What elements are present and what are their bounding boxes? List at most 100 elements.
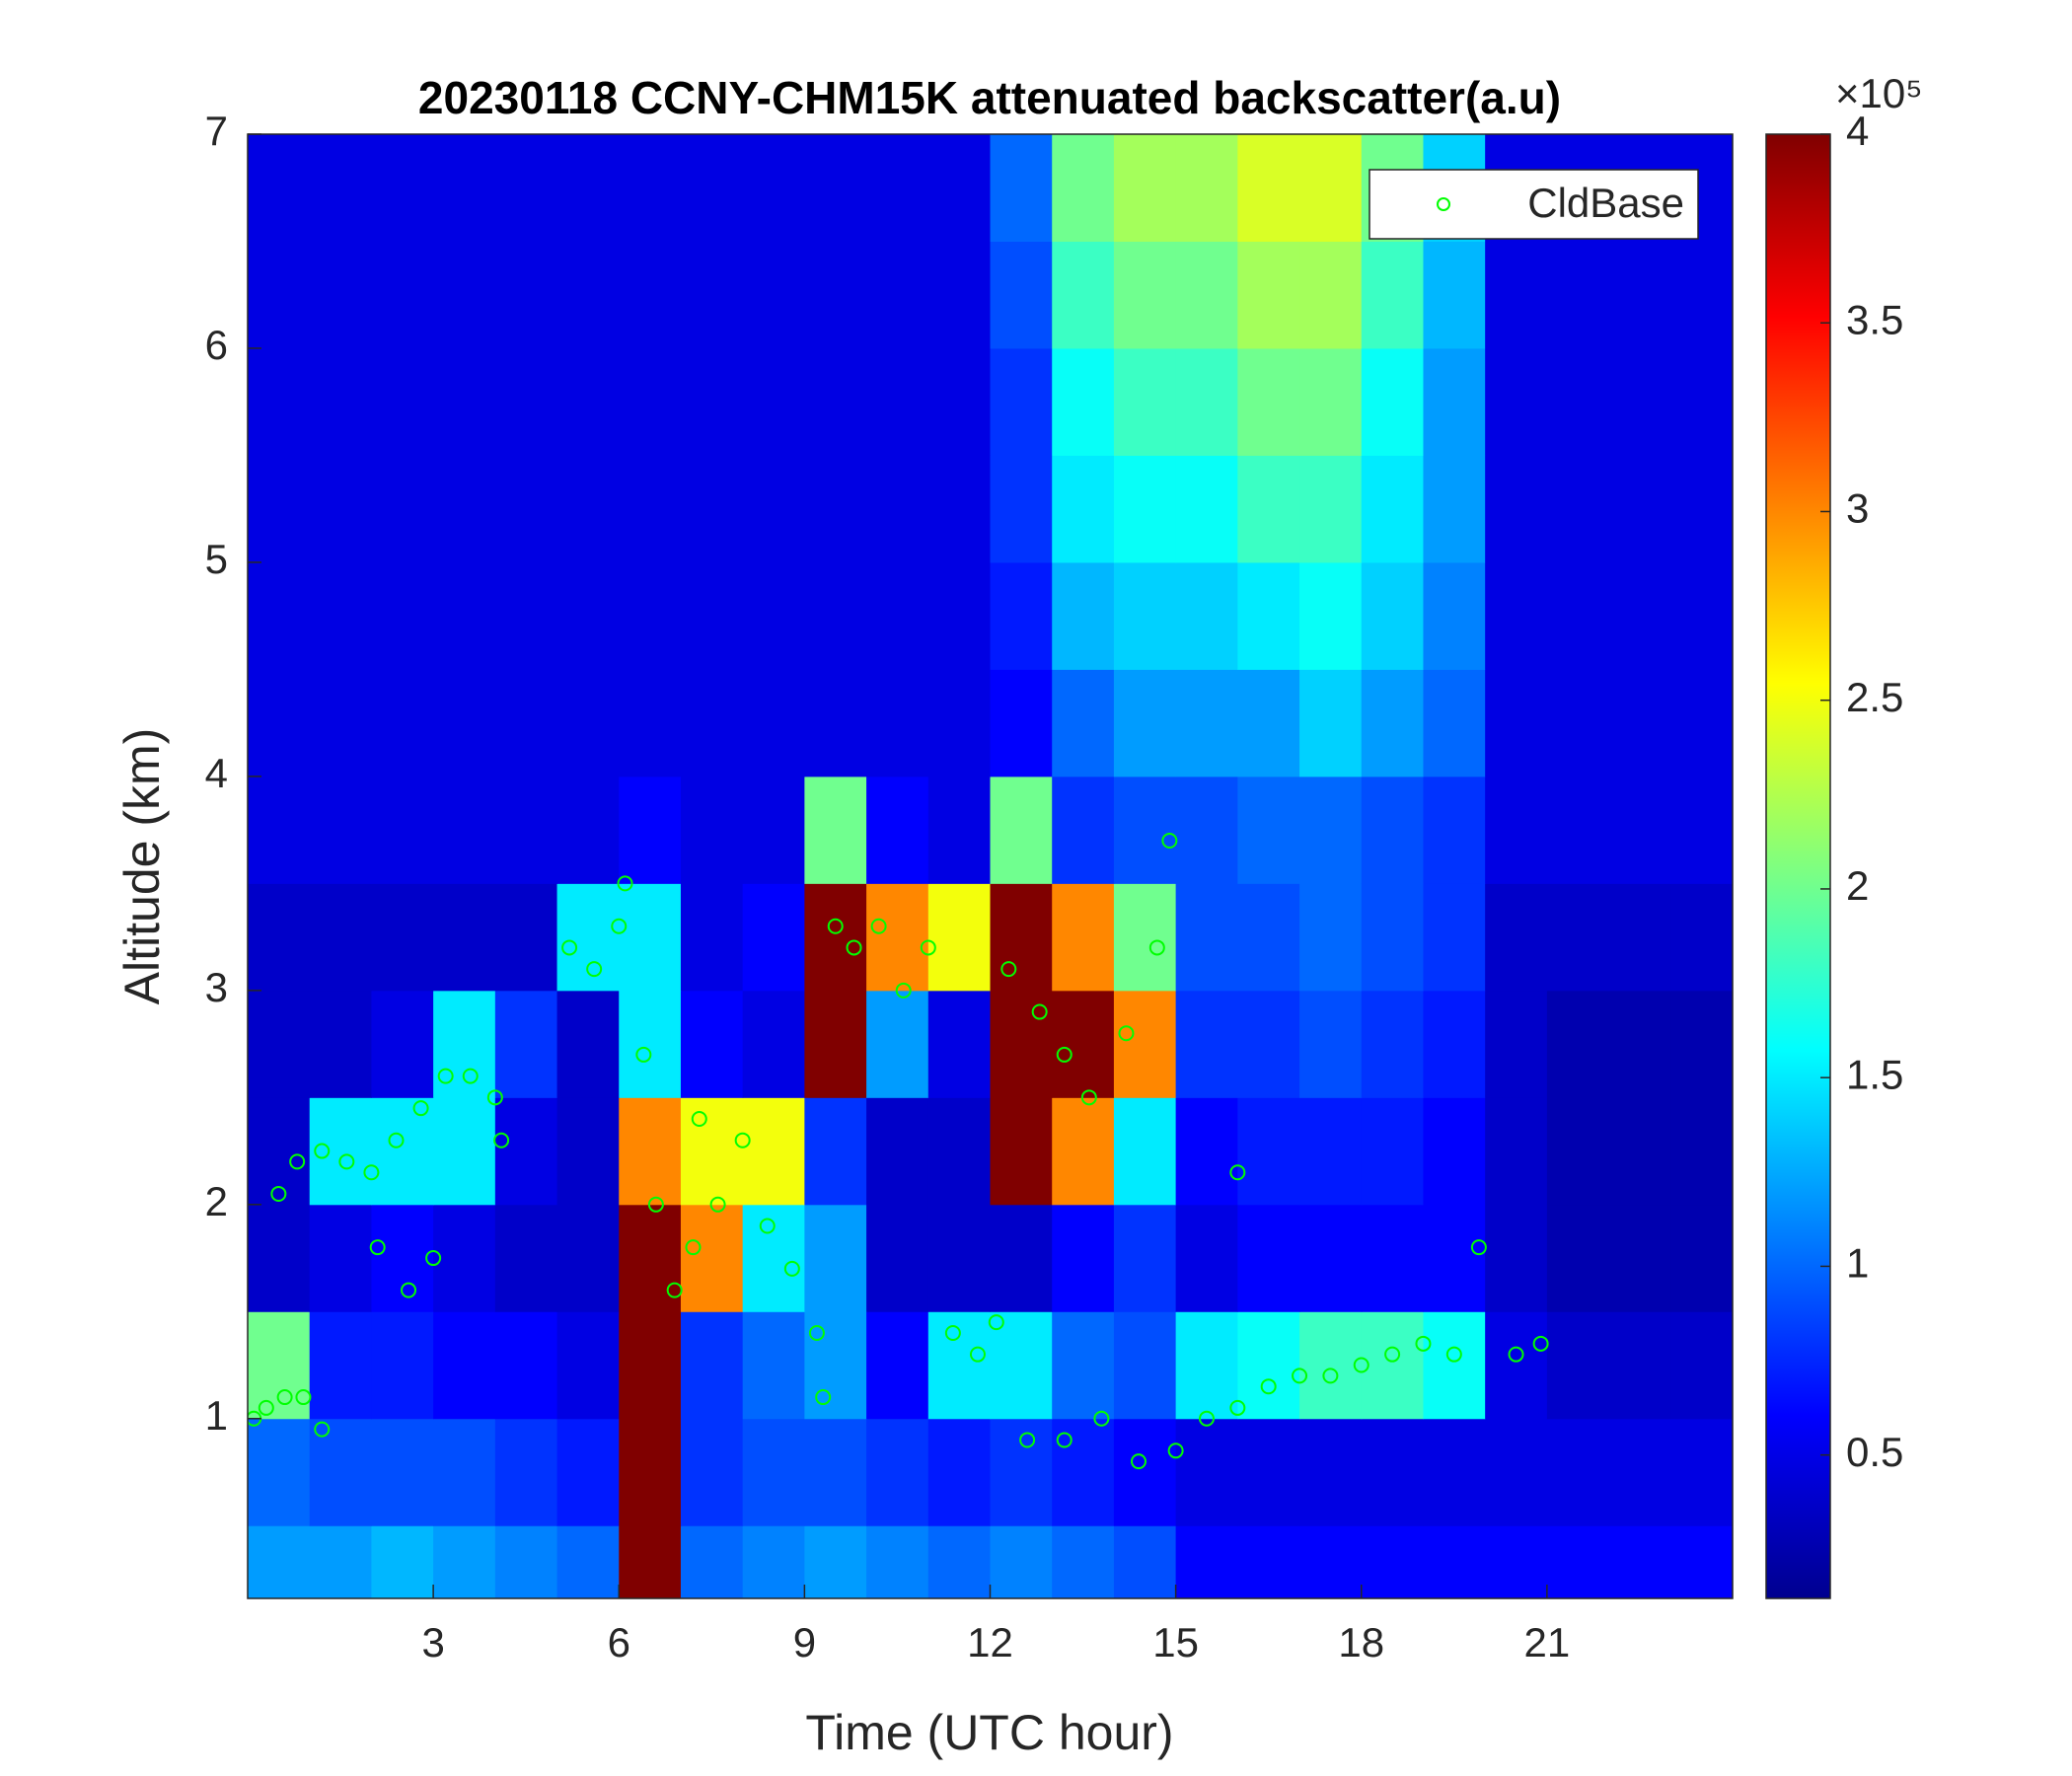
cloud-base-point xyxy=(895,982,912,999)
heat-cell xyxy=(1237,134,1300,242)
cloud-base-point xyxy=(295,1389,312,1406)
cloud-base-point xyxy=(944,1324,961,1341)
heat-cell xyxy=(927,990,991,1098)
heat-cell xyxy=(804,561,867,670)
heat-cell xyxy=(866,241,929,349)
cloud-base-point xyxy=(412,1100,429,1117)
heat-cell xyxy=(1361,1204,1424,1312)
heat-cell xyxy=(1546,1525,1610,1598)
heat-cell xyxy=(1423,347,1486,456)
heat-cell xyxy=(742,347,805,456)
heat-cell xyxy=(433,1418,496,1526)
heat-cell xyxy=(1608,1311,1671,1420)
x-axis-label: Time (UTC hour) xyxy=(805,1705,1173,1760)
heat-cell xyxy=(927,1097,991,1206)
heat-cell xyxy=(804,669,867,777)
heat-cell xyxy=(1608,883,1671,992)
heat-cell xyxy=(248,669,311,777)
cloud-base-point xyxy=(1080,1089,1097,1106)
heat-cell xyxy=(433,455,496,563)
heat-cell xyxy=(433,776,496,884)
heat-cell xyxy=(1299,1525,1363,1598)
heat-cell xyxy=(1423,1525,1486,1598)
x-tick-label: 12 xyxy=(967,1619,1013,1665)
heat-cell xyxy=(1423,1418,1486,1526)
heat-cell xyxy=(619,1525,682,1598)
heat-cell xyxy=(1113,1204,1177,1312)
heat-cell xyxy=(990,347,1053,456)
heat-cell xyxy=(1299,990,1363,1098)
cloud-base-point xyxy=(1322,1368,1339,1384)
heat-cell xyxy=(1608,990,1671,1098)
heat-cell xyxy=(1361,561,1424,670)
heat-cell xyxy=(494,134,558,242)
colorbar-tick-label: 1 xyxy=(1846,1240,1869,1287)
heat-cell xyxy=(742,669,805,777)
cloud-base-point xyxy=(586,961,603,978)
heat-cell xyxy=(1052,561,1115,670)
heat-cell xyxy=(309,1525,372,1598)
cloud-base-point xyxy=(1384,1346,1401,1363)
heat-cell xyxy=(1113,561,1177,670)
heat-cell xyxy=(927,561,991,670)
heat-cell xyxy=(1113,1097,1177,1206)
heat-cell xyxy=(1546,1204,1610,1312)
heat-cell xyxy=(742,776,805,884)
heat-cell xyxy=(990,990,1053,1098)
heat-cell xyxy=(1485,1418,1548,1526)
cloud-base-point xyxy=(815,1389,832,1406)
heat-cell xyxy=(1175,1418,1238,1526)
heat-cell xyxy=(1237,347,1300,456)
heat-cell xyxy=(1237,883,1300,992)
heat-cell xyxy=(309,1311,372,1420)
heat-cell xyxy=(371,669,434,777)
heat-cell xyxy=(1113,883,1177,992)
x-tick-label: 6 xyxy=(608,1619,630,1665)
heat-cell xyxy=(556,134,620,242)
cloud-base-point xyxy=(759,1218,776,1234)
heat-cell xyxy=(1361,883,1424,992)
heat-cell xyxy=(1299,561,1363,670)
heat-cell xyxy=(556,1311,620,1420)
heat-cell xyxy=(1608,1204,1671,1312)
heat-cell xyxy=(927,883,991,992)
heat-cell xyxy=(990,1525,1053,1598)
heat-cell xyxy=(1052,990,1115,1098)
heat-cell xyxy=(1546,776,1610,884)
heat-cell xyxy=(433,561,496,670)
heat-cell xyxy=(1423,561,1486,670)
heat-cell xyxy=(248,455,311,563)
heat-cell xyxy=(248,883,311,992)
heat-cell xyxy=(556,883,620,992)
heat-cell xyxy=(866,1097,929,1206)
heat-cell xyxy=(1608,347,1671,456)
heat-cell xyxy=(804,1204,867,1312)
legend-marker xyxy=(1437,197,1450,211)
x-tick-label: 21 xyxy=(1524,1619,1571,1665)
heat-cell xyxy=(1237,455,1300,563)
heat-cell xyxy=(371,241,434,349)
heat-cell xyxy=(1608,561,1671,670)
cloud-base-point xyxy=(486,1089,503,1106)
heat-cell xyxy=(927,455,991,563)
heat-cell xyxy=(1175,1204,1238,1312)
heat-cell xyxy=(1052,776,1115,884)
heat-cell xyxy=(433,1097,496,1206)
heat-cell xyxy=(1608,776,1671,884)
cloud-base-point xyxy=(1292,1368,1308,1384)
heat-cell xyxy=(1546,561,1610,670)
heat-cell xyxy=(1608,455,1671,563)
heat-cell xyxy=(1052,241,1115,349)
heat-cell xyxy=(866,455,929,563)
heat-cell xyxy=(680,1525,744,1598)
heat-cell xyxy=(1175,134,1238,242)
cloud-base-point xyxy=(1056,1046,1073,1063)
y-axis-label: Altitude (km) xyxy=(114,728,170,1005)
colorbar xyxy=(1765,133,1831,1599)
heat-cell xyxy=(1485,347,1548,456)
heat-cell xyxy=(990,883,1053,992)
x-tick-label: 15 xyxy=(1152,1619,1199,1665)
cloud-base-point xyxy=(258,1399,274,1416)
heat-cell xyxy=(927,669,991,777)
heat-cell xyxy=(742,1311,805,1420)
